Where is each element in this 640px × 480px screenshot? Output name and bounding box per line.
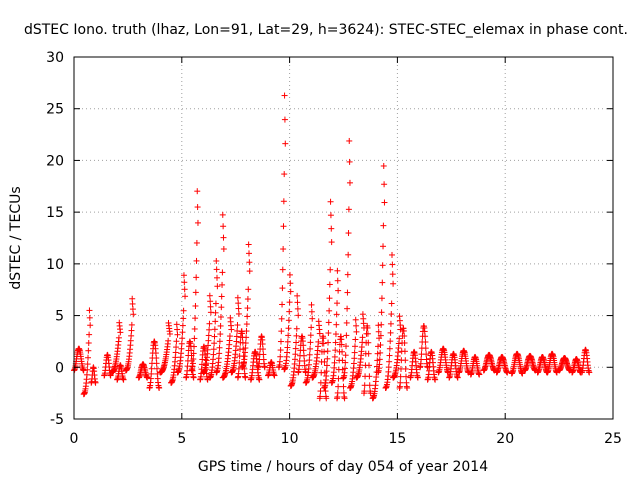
satellite-arc [544, 350, 560, 376]
satellite-arc [228, 294, 242, 376]
satellite-arc [219, 314, 235, 381]
satellite-arc [71, 345, 87, 374]
y-tick-label: 15 [46, 205, 64, 221]
satellite-arc [122, 295, 137, 374]
satellite-arc [275, 92, 289, 371]
x-tick-label: 25 [604, 431, 622, 447]
satellite-arc [135, 361, 151, 381]
x-axis-label: GPS time / hours of day 054 of year 2014 [198, 459, 488, 475]
y-axis-label: dSTEC / TECUs [8, 186, 24, 289]
satellite-arc [374, 162, 388, 376]
satellite-arc [467, 353, 483, 378]
plot-frame [73, 56, 614, 420]
y-tick-label: 20 [46, 153, 64, 169]
satellite-arc [157, 319, 173, 376]
grid-lines [74, 57, 613, 419]
x-tick-label: 0 [70, 431, 79, 447]
satellite-arc [239, 241, 253, 371]
satellite-arc [493, 353, 511, 376]
y-tick-label: 5 [55, 309, 64, 325]
satellite-arc [206, 257, 221, 381]
satellite-arc [309, 318, 323, 381]
satellite-arc [281, 271, 294, 373]
satellite-arc [417, 323, 431, 371]
satellite-arc [255, 333, 268, 371]
satellite-arc [88, 364, 99, 386]
x-tick-label: 10 [281, 431, 299, 447]
x-tick-label: 5 [177, 431, 186, 447]
satellite-arc [114, 362, 127, 383]
satellite-arc [340, 137, 353, 381]
y-tick-label: 10 [46, 257, 64, 273]
satellite-arc [390, 313, 404, 381]
satellite-arc [213, 211, 227, 376]
satellite-arc [346, 316, 360, 391]
axis-ticks: 0 5 10 15 20 25 -5 0 5 10 15 20 25 30 [46, 50, 622, 447]
satellite-arc [265, 359, 278, 379]
satellite-arc [328, 267, 342, 386]
satellite-arc [396, 325, 411, 391]
y-tick-label: -5 [50, 412, 64, 428]
satellite-arc [321, 198, 335, 391]
satellite-arc [508, 350, 526, 377]
satellite-arc [407, 348, 421, 381]
satellite-arc [424, 348, 439, 383]
y-tick-label: 25 [46, 102, 64, 118]
satellite-arc [188, 188, 201, 374]
satellite-arc [480, 351, 498, 374]
satellite-arc [287, 292, 302, 389]
y-tick-label: 0 [55, 360, 64, 376]
y-tick-label: 30 [46, 50, 64, 66]
satellite-arc [168, 321, 181, 386]
satellite-arc [435, 345, 452, 376]
satellite-arc [200, 292, 214, 376]
chart-title: dSTEC Iono. truth (lhaz, Lon=91, Lat=29,… [24, 22, 628, 38]
satellite-arc [108, 319, 124, 376]
satellite-arc [353, 311, 367, 381]
satellite-arc [360, 322, 374, 397]
satellite-arc [455, 347, 472, 376]
satellite-arc [578, 346, 593, 376]
satellite-arc [247, 348, 263, 383]
data-points [71, 92, 593, 402]
satellite-arc [382, 251, 397, 391]
x-tick-label: 20 [496, 431, 514, 447]
satellite-arc [446, 350, 461, 381]
x-tick-label: 15 [388, 431, 406, 447]
satellite-arc [174, 272, 189, 376]
satellite-arc [146, 338, 163, 391]
satellite-arc [101, 351, 114, 379]
satellite-arc [80, 307, 94, 398]
satellite-arc [183, 338, 197, 381]
satellite-arc [556, 354, 573, 374]
